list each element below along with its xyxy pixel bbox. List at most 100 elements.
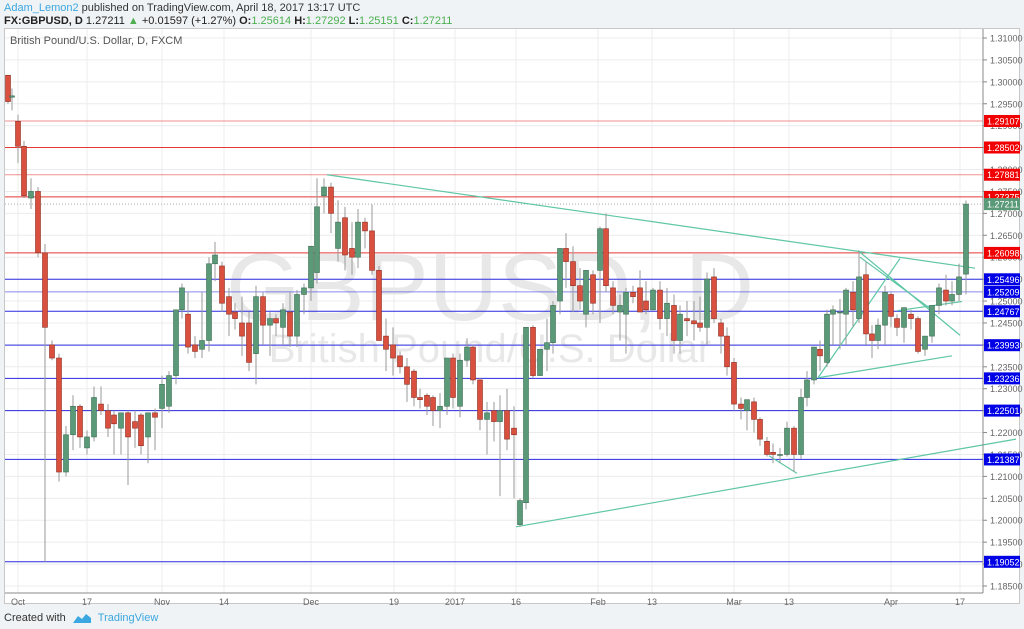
candle bbox=[179, 283, 185, 319]
candle-body bbox=[623, 291, 629, 315]
price-axis-label: 1.23500 bbox=[990, 362, 1023, 372]
candle bbox=[850, 281, 856, 328]
candle bbox=[863, 261, 869, 345]
candle bbox=[563, 233, 569, 288]
candle-body bbox=[91, 397, 97, 438]
candle-body bbox=[369, 230, 375, 271]
trendline[interactable] bbox=[326, 174, 976, 269]
symbol-info: FX:GBPUSD, D 1.27211 ▲ +0.01597 (+1.27%)… bbox=[4, 15, 452, 27]
candle-body bbox=[491, 410, 497, 422]
resistance-price-tag-text: 1.28502 bbox=[987, 143, 1020, 153]
candle bbox=[212, 241, 218, 282]
candle bbox=[798, 388, 804, 459]
candle bbox=[630, 285, 636, 304]
author-link[interactable]: Adam_Lemon2 bbox=[4, 2, 79, 14]
chart-legend: British Pound/U.S. Dollar, D, FXCM bbox=[10, 35, 182, 47]
candle-body bbox=[637, 287, 643, 313]
candle bbox=[477, 377, 483, 431]
candle-body bbox=[470, 346, 476, 381]
support-price-tag-text: 1.25496 bbox=[987, 275, 1020, 285]
candle-body bbox=[830, 309, 836, 315]
candle bbox=[192, 336, 198, 359]
candle-body bbox=[457, 359, 463, 407]
candle bbox=[718, 318, 724, 354]
candle-body bbox=[643, 300, 649, 311]
candle bbox=[597, 226, 603, 323]
candle bbox=[5, 74, 11, 104]
candle bbox=[246, 312, 252, 372]
resistance-price-tag bbox=[984, 114, 1020, 127]
trendline[interactable] bbox=[859, 256, 936, 313]
candle-body bbox=[321, 186, 327, 197]
candle bbox=[390, 327, 396, 376]
candle-body bbox=[28, 191, 34, 199]
candle bbox=[294, 290, 300, 348]
candle bbox=[943, 274, 949, 306]
trendline[interactable] bbox=[768, 455, 798, 474]
candle bbox=[355, 208, 361, 269]
candle bbox=[504, 388, 510, 451]
candle-body bbox=[484, 412, 490, 420]
candle-body bbox=[577, 285, 583, 302]
candle bbox=[21, 141, 27, 199]
candle bbox=[882, 285, 888, 345]
candle bbox=[206, 257, 212, 352]
trendline[interactable] bbox=[515, 438, 1017, 528]
support-price-tag-text: 1.19052 bbox=[987, 557, 1020, 567]
candle-body bbox=[837, 311, 843, 314]
candle bbox=[232, 303, 238, 330]
published-text: published on TradingView.com, April 18, … bbox=[81, 2, 361, 14]
time-axis-label: Apr bbox=[884, 597, 898, 607]
candle bbox=[273, 314, 279, 337]
price-axis-label: 1.18500 bbox=[990, 582, 1023, 592]
candle-body bbox=[523, 327, 529, 504]
candle-body bbox=[125, 412, 131, 438]
candle-body bbox=[63, 434, 69, 473]
candle bbox=[199, 292, 205, 359]
price-axis-label: 1.26500 bbox=[990, 231, 1023, 241]
time-axis-label: Dec bbox=[303, 597, 320, 607]
candle-body bbox=[145, 412, 151, 438]
candle-body bbox=[70, 405, 76, 436]
trendline[interactable] bbox=[817, 355, 953, 379]
candle-body bbox=[943, 289, 949, 302]
candle-body bbox=[260, 296, 266, 326]
publish-info: Adam_Lemon2 published on TradingView.com… bbox=[4, 2, 360, 14]
high-label: H: bbox=[294, 15, 306, 27]
candle-body bbox=[49, 344, 55, 359]
candle-body bbox=[253, 296, 259, 354]
tradingview-brand-link[interactable]: TradingView bbox=[97, 612, 159, 624]
candle bbox=[166, 371, 172, 413]
support-price-tag-text: 1.23993 bbox=[987, 341, 1020, 351]
candle-body bbox=[5, 74, 11, 102]
candle-body bbox=[784, 427, 790, 455]
candle bbox=[650, 287, 656, 311]
candle bbox=[84, 430, 90, 455]
support-price-tag bbox=[984, 453, 1020, 466]
candle bbox=[152, 408, 158, 451]
candle-body bbox=[287, 311, 293, 337]
candle bbox=[837, 298, 843, 350]
candle bbox=[888, 292, 894, 328]
candle-body bbox=[718, 322, 724, 337]
candle-body bbox=[563, 248, 569, 262]
candle bbox=[491, 401, 497, 442]
candle bbox=[843, 287, 849, 345]
candle-body bbox=[791, 427, 797, 455]
candle-body bbox=[570, 261, 576, 286]
candle bbox=[42, 244, 48, 562]
candle bbox=[159, 375, 165, 429]
candle-body bbox=[383, 335, 389, 350]
candle bbox=[610, 281, 616, 315]
candle bbox=[105, 404, 111, 437]
support-price-tag-text: 1.23236 bbox=[987, 374, 1020, 384]
candle-body bbox=[9, 95, 15, 98]
candle bbox=[239, 296, 245, 356]
candle-body bbox=[430, 397, 436, 411]
candle bbox=[464, 338, 470, 367]
candle bbox=[226, 287, 232, 337]
candle-body bbox=[21, 145, 27, 197]
candle bbox=[697, 296, 703, 332]
price-axis-label: 1.19500 bbox=[990, 538, 1023, 548]
